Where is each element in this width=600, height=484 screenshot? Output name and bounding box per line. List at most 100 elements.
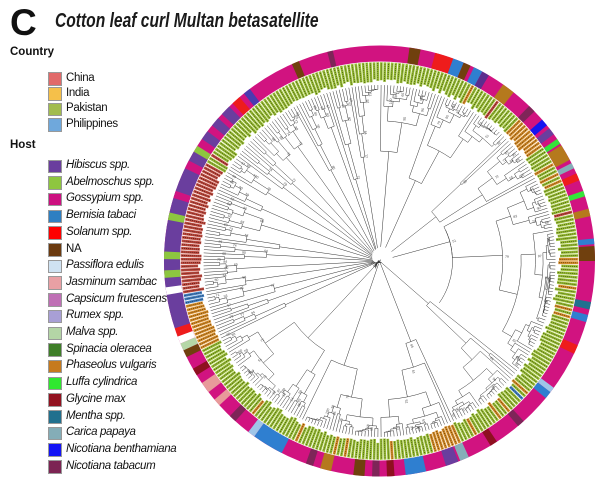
svg-text:97: 97: [538, 254, 542, 258]
svg-text:55: 55: [226, 332, 231, 337]
svg-text:59: 59: [230, 197, 235, 202]
svg-text:91: 91: [286, 152, 292, 158]
svg-text:73: 73: [229, 227, 234, 232]
svg-text:100: 100: [518, 173, 525, 179]
svg-text:72: 72: [294, 119, 299, 124]
svg-text:73: 73: [262, 374, 268, 380]
svg-text:95: 95: [332, 411, 337, 416]
svg-text:69: 69: [349, 98, 354, 103]
svg-text:73: 73: [515, 158, 521, 164]
svg-text:85: 85: [331, 165, 336, 170]
svg-text:51: 51: [421, 419, 426, 424]
svg-text:72: 72: [502, 158, 508, 164]
svg-text:57: 57: [227, 303, 232, 308]
svg-text:75: 75: [217, 258, 221, 262]
svg-text:81: 81: [218, 240, 222, 244]
svg-text:89: 89: [250, 369, 256, 375]
svg-text:83: 83: [325, 113, 330, 118]
svg-text:74: 74: [532, 219, 537, 224]
svg-text:100: 100: [389, 98, 393, 104]
svg-text:90: 90: [491, 377, 497, 383]
svg-text:66: 66: [515, 355, 520, 360]
svg-text:86: 86: [297, 402, 302, 407]
svg-text:77: 77: [364, 154, 369, 158]
svg-text:58: 58: [394, 95, 398, 99]
svg-text:78: 78: [345, 394, 350, 399]
svg-text:55: 55: [402, 116, 407, 120]
svg-text:92: 92: [341, 104, 346, 109]
svg-text:98: 98: [419, 97, 424, 102]
svg-text:80: 80: [281, 387, 287, 392]
svg-text:77: 77: [271, 283, 276, 288]
svg-text:82: 82: [512, 338, 517, 343]
svg-text:53: 53: [295, 111, 300, 116]
svg-text:90: 90: [238, 185, 243, 190]
svg-text:79: 79: [436, 120, 441, 125]
svg-text:84: 84: [223, 260, 227, 264]
svg-text:72: 72: [260, 338, 265, 344]
svg-text:51: 51: [478, 121, 484, 126]
svg-text:86: 86: [227, 202, 232, 207]
svg-text:58: 58: [366, 424, 370, 428]
svg-text:95: 95: [511, 152, 517, 158]
svg-text:65: 65: [401, 92, 405, 96]
svg-text:66: 66: [243, 206, 248, 211]
svg-text:54: 54: [223, 273, 227, 277]
svg-text:57: 57: [240, 161, 245, 166]
svg-text:98: 98: [271, 137, 277, 143]
svg-text:73: 73: [490, 385, 496, 391]
svg-text:55: 55: [244, 348, 249, 354]
svg-text:100: 100: [325, 408, 331, 415]
svg-text:85: 85: [312, 105, 317, 110]
svg-text:82: 82: [514, 362, 519, 368]
svg-text:79: 79: [505, 255, 509, 259]
svg-text:96: 96: [229, 180, 234, 185]
svg-text:50: 50: [316, 124, 321, 129]
svg-text:61: 61: [368, 92, 372, 96]
svg-text:76: 76: [339, 418, 344, 423]
svg-text:51: 51: [461, 407, 466, 412]
svg-text:58: 58: [370, 427, 374, 431]
svg-text:77: 77: [240, 312, 245, 317]
svg-text:70: 70: [319, 105, 324, 110]
svg-text:99: 99: [246, 164, 251, 169]
svg-text:100: 100: [252, 173, 259, 179]
svg-text:93: 93: [223, 294, 228, 299]
svg-text:65: 65: [504, 150, 510, 156]
svg-text:89: 89: [278, 135, 284, 141]
svg-text:58: 58: [242, 275, 246, 280]
svg-text:59: 59: [298, 389, 303, 394]
svg-text:65: 65: [294, 114, 299, 119]
svg-text:68: 68: [222, 252, 226, 256]
svg-text:87: 87: [456, 109, 461, 114]
svg-text:94: 94: [232, 174, 237, 179]
svg-text:51: 51: [452, 239, 457, 244]
svg-text:96: 96: [239, 286, 244, 291]
svg-text:90: 90: [536, 206, 541, 211]
svg-text:71: 71: [215, 293, 220, 298]
svg-text:72: 72: [298, 141, 304, 146]
svg-text:92: 92: [365, 99, 369, 103]
svg-text:97: 97: [276, 388, 282, 393]
svg-text:76: 76: [268, 167, 274, 173]
svg-text:52: 52: [347, 102, 352, 107]
svg-text:83: 83: [513, 214, 518, 219]
svg-text:80: 80: [214, 278, 218, 283]
svg-text:74: 74: [285, 131, 291, 137]
svg-text:92: 92: [272, 390, 278, 396]
svg-text:65: 65: [545, 276, 549, 280]
svg-text:54: 54: [289, 397, 294, 402]
svg-text:64: 64: [489, 356, 495, 362]
svg-text:80: 80: [231, 332, 236, 337]
svg-text:64: 64: [451, 103, 456, 108]
svg-text:99: 99: [462, 179, 468, 185]
svg-text:72: 72: [494, 174, 500, 180]
svg-text:99: 99: [544, 299, 549, 304]
svg-text:52: 52: [282, 392, 287, 397]
svg-text:83: 83: [297, 398, 302, 403]
svg-text:56: 56: [264, 249, 268, 253]
svg-text:82: 82: [347, 117, 352, 122]
svg-text:91: 91: [410, 426, 415, 431]
svg-text:59: 59: [245, 192, 250, 197]
svg-text:78: 78: [282, 181, 288, 187]
